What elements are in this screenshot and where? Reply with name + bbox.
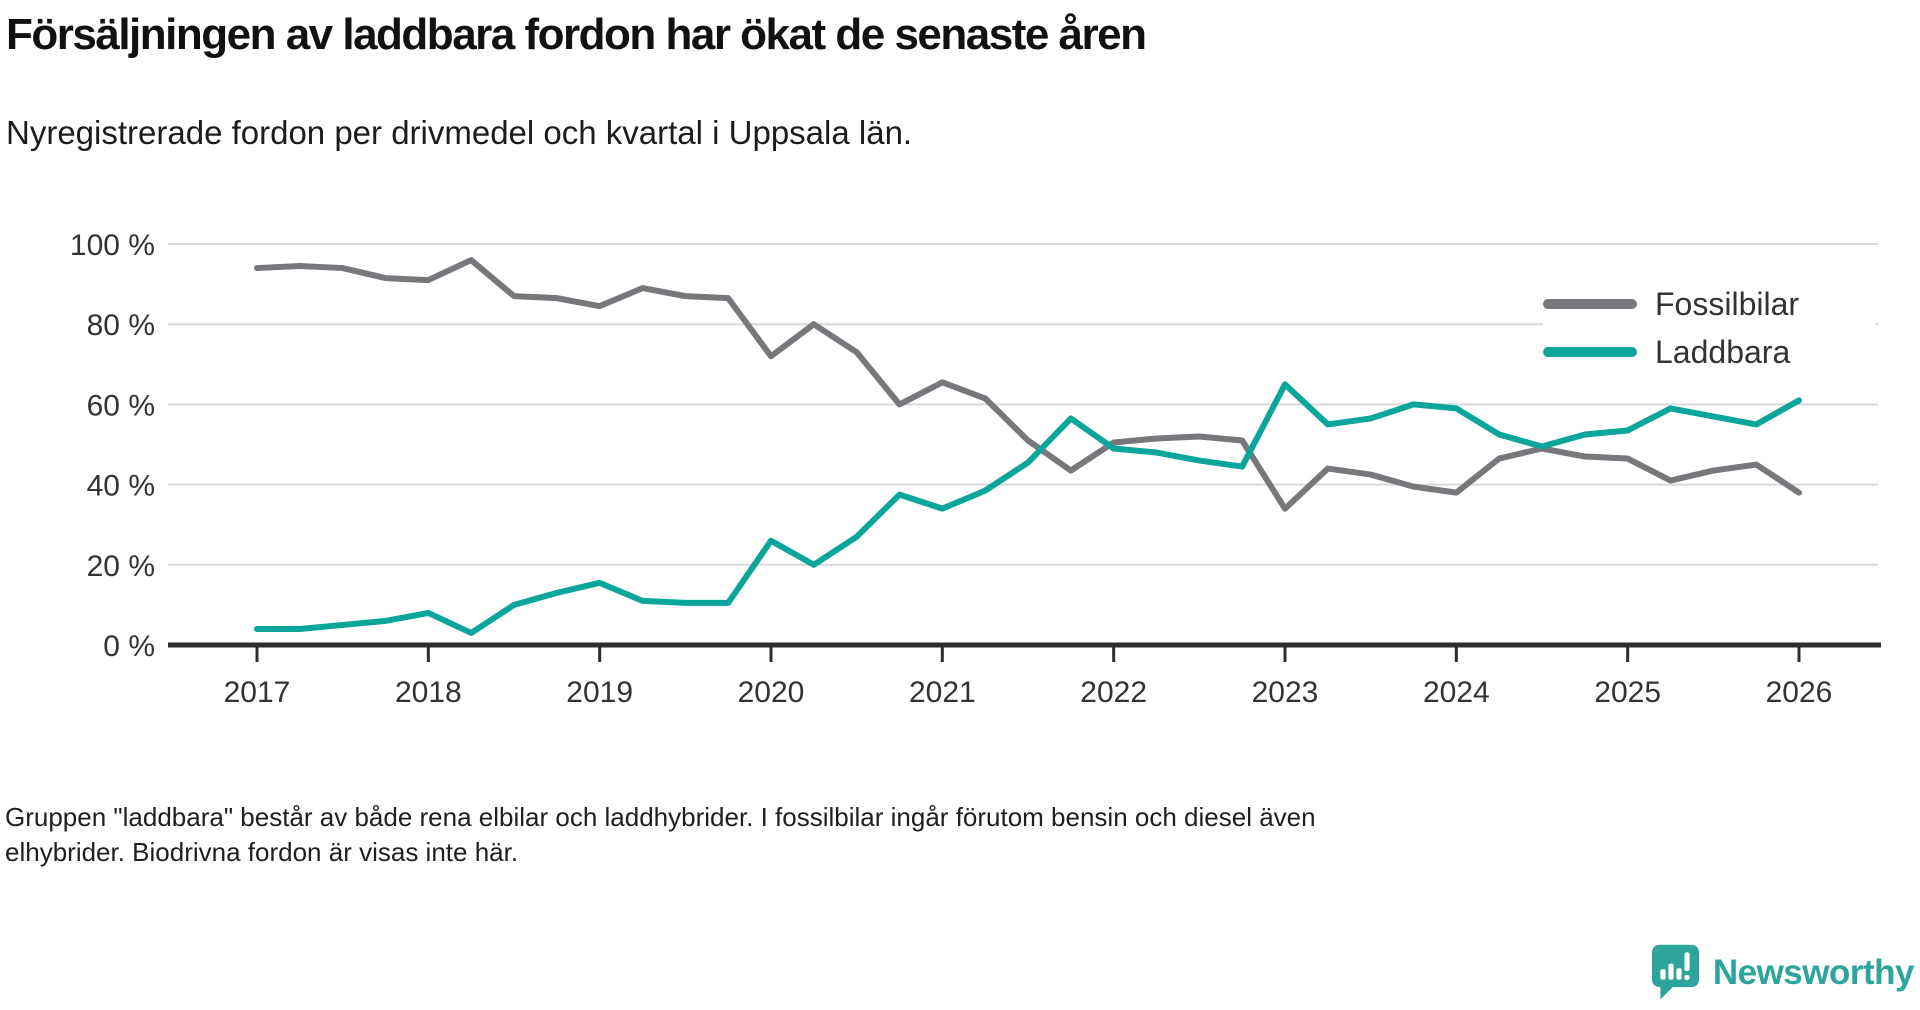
legend-swatch-laddbara — [1543, 347, 1637, 357]
legend-label-fossilbilar: Fossilbilar — [1655, 285, 1800, 322]
brand-logo[interactable]: Newsworthy — [1651, 942, 1915, 1004]
legend-item-fossilbilar: Fossilbilar — [1543, 282, 1875, 326]
chart-footnote: Gruppen "laddbara" består av både rena e… — [5, 800, 1905, 870]
x-tick-label: 2020 — [738, 676, 805, 709]
footnote-line-1: Gruppen "laddbara" består av både rena e… — [5, 802, 1316, 832]
newsworthy-icon — [1651, 944, 1699, 1000]
footnote-line-2: elhybrider. Biodrivna fordon är visas in… — [5, 837, 519, 867]
legend-label-laddbara: Laddbara — [1655, 333, 1791, 370]
series-line-laddbara — [254, 381, 1802, 636]
x-tick-label: 2021 — [909, 676, 976, 709]
x-tick-label: 2022 — [1080, 676, 1147, 709]
y-tick-label: 100 % — [70, 229, 155, 262]
page-title: Försäljningen av laddbara fordon har öka… — [6, 10, 1147, 59]
y-tick-label: 20 % — [87, 550, 155, 583]
legend-swatch-fossilbilar — [1543, 299, 1637, 309]
y-tick-label: 80 % — [87, 309, 155, 342]
chart-legend: Fossilbilar Laddbara — [1543, 280, 1875, 376]
x-tick-label: 2025 — [1594, 676, 1661, 709]
x-tick-label: 2023 — [1252, 676, 1319, 709]
x-tick-label: 2018 — [395, 676, 462, 709]
x-tick-label: 2026 — [1766, 676, 1833, 709]
x-tick-label: 2024 — [1423, 676, 1490, 709]
y-tick-label: 0 % — [103, 630, 155, 663]
page-subtitle: Nyregistrerade fordon per drivmedel och … — [6, 114, 913, 151]
x-tick-label: 2017 — [224, 676, 291, 709]
legend-item-laddbara: Laddbara — [1543, 330, 1875, 374]
newsworthy-wordmark: Newsworthy — [1712, 953, 1915, 992]
y-tick-label: 40 % — [87, 470, 155, 503]
x-tick-label: 2019 — [566, 676, 633, 709]
y-tick-label: 60 % — [87, 389, 155, 422]
